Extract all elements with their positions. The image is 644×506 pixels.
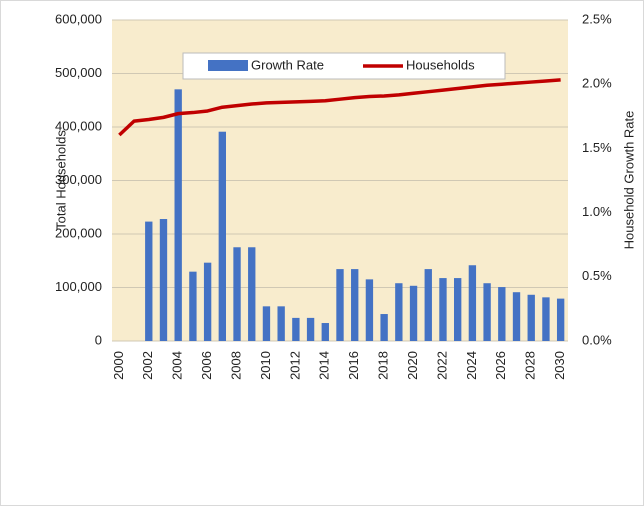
y-tick-label: 500,000: [55, 65, 102, 80]
bar: [454, 278, 462, 341]
x-tick-label: 2004: [170, 351, 185, 380]
x-tick-label: 2012: [287, 351, 302, 380]
x-tick-label: 2028: [523, 351, 538, 380]
bar: [321, 323, 329, 341]
y-tick-label: 300,000: [55, 172, 102, 187]
bar: [233, 247, 241, 341]
bar: [512, 292, 521, 341]
x-tick-label: 2006: [199, 351, 214, 380]
y-axis-title: Total Households: [53, 130, 68, 230]
y2-tick-label: 1.5%: [582, 140, 612, 155]
bar: [336, 269, 344, 341]
bar: [306, 317, 315, 341]
bar: [203, 262, 212, 341]
y-tick-label: 100,000: [55, 279, 102, 294]
bar: [527, 294, 535, 341]
x-tick-label: 2022: [434, 351, 449, 380]
x-tick-label: 2024: [464, 351, 479, 380]
legend-label: Growth Rate: [251, 57, 324, 72]
x-tick-label: 2000: [111, 351, 126, 380]
y-tick-label: 600,000: [55, 11, 102, 26]
bar: [424, 269, 432, 341]
legend-swatch: [208, 60, 248, 71]
bar: [351, 269, 359, 341]
y2-tick-label: 2.0%: [582, 76, 612, 91]
bar: [395, 283, 403, 341]
bar: [468, 265, 477, 341]
x-tick-label: 2020: [405, 351, 420, 380]
bar: [218, 131, 226, 341]
y2-tick-label: 0.5%: [582, 268, 612, 283]
y2-tick-label: 0.0%: [582, 332, 612, 347]
bar: [439, 278, 447, 341]
bar: [380, 314, 388, 341]
bar: [248, 247, 256, 341]
y-tick-label: 400,000: [55, 118, 102, 133]
y2-tick-label: 1.0%: [582, 204, 612, 219]
bar: [292, 317, 300, 341]
x-tick-label: 2002: [140, 351, 155, 380]
bar: [556, 298, 565, 341]
line: [118, 78, 561, 137]
x-tick-label: 2008: [228, 351, 243, 380]
bar: [189, 271, 197, 341]
y-tick-label: 200,000: [55, 225, 102, 240]
bar: [277, 306, 285, 341]
y2-axis-title: Household Growth Rate: [621, 111, 636, 250]
bar: [159, 219, 168, 341]
y2-tick-label: 2.5%: [582, 11, 612, 26]
bar: [174, 89, 182, 341]
bar: [498, 287, 506, 341]
bar: [483, 283, 491, 341]
bar: [145, 221, 153, 341]
x-tick-label: 2014: [317, 351, 332, 380]
bar: [365, 279, 374, 341]
y-tick-label: 0: [95, 332, 102, 347]
x-tick-label: 2018: [376, 351, 391, 380]
x-tick-label: 2016: [346, 351, 361, 380]
bar: [542, 297, 550, 341]
bar: [262, 306, 271, 341]
x-tick-label: 2026: [493, 351, 508, 380]
x-tick-label: 2030: [552, 351, 567, 380]
bar: [409, 285, 418, 341]
x-tick-label: 2010: [258, 351, 273, 380]
legend-label: Households: [406, 57, 475, 72]
